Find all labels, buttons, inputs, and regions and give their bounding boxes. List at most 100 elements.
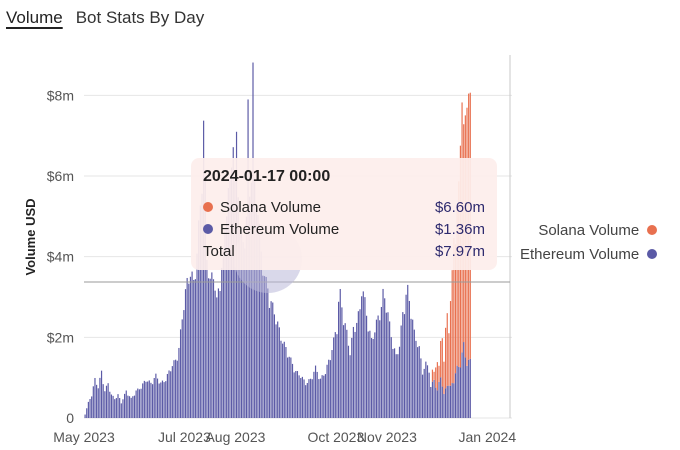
bar-ethereum[interactable] [382,288,384,418]
bar-ethereum[interactable] [234,178,236,418]
bar-solana[interactable] [445,327,447,389]
bar-ethereum[interactable] [405,294,407,418]
bar-ethereum[interactable] [403,314,406,418]
bar-ethereum[interactable] [207,278,210,418]
bar-ethereum[interactable] [127,395,129,418]
bar-solana[interactable] [441,338,443,387]
bar-solana[interactable] [435,367,437,388]
bar-ethereum[interactable] [347,345,350,418]
bar-ethereum[interactable] [189,276,192,418]
legend-item-ethereum[interactable]: Ethereum Volume [520,242,658,266]
bar-solana[interactable] [440,340,442,378]
bar-ethereum[interactable] [362,291,364,418]
bar-ethereum[interactable] [305,385,307,418]
bar-ethereum[interactable] [392,348,394,418]
bar-ethereum[interactable] [421,374,424,418]
bar-ethereum[interactable] [107,383,109,418]
bar-ethereum[interactable] [219,291,221,418]
bar-ethereum[interactable] [423,368,425,418]
bar-ethereum[interactable] [94,377,96,418]
bar-ethereum[interactable] [86,408,88,418]
bar-ethereum[interactable] [420,358,422,418]
bar-ethereum[interactable] [300,378,302,418]
bar-ethereum[interactable] [92,386,94,418]
bar-ethereum[interactable] [313,371,315,418]
bar-solana[interactable] [456,204,458,366]
bar-ethereum[interactable] [445,388,447,418]
bar-ethereum[interactable] [384,298,386,418]
bar-ethereum[interactable] [461,352,463,418]
bar-ethereum[interactable] [413,329,415,418]
bar-ethereum[interactable] [357,311,359,418]
bar-solana[interactable] [449,301,452,386]
bar-ethereum[interactable] [255,204,257,418]
bar-ethereum[interactable] [163,382,165,418]
bar-ethereum[interactable] [389,321,391,418]
bar-ethereum[interactable] [430,386,432,418]
bar-ethereum[interactable] [454,373,457,418]
bar-ethereum[interactable] [428,372,430,418]
bar-ethereum[interactable] [115,398,117,418]
bar-ethereum[interactable] [308,379,310,418]
bar-ethereum[interactable] [130,397,132,418]
bar-ethereum[interactable] [328,359,330,418]
bar-ethereum[interactable] [226,216,228,418]
bar-ethereum[interactable] [441,386,443,418]
bar-ethereum[interactable] [147,381,149,418]
bar-ethereum[interactable] [150,382,152,418]
bar-ethereum[interactable] [122,399,124,418]
bar-solana[interactable] [451,270,453,384]
bar-ethereum[interactable] [168,370,170,418]
bar-ethereum[interactable] [365,315,368,418]
bar-ethereum[interactable] [128,396,131,418]
bar-ethereum[interactable] [374,332,376,418]
bar-ethereum[interactable] [286,357,289,418]
bar-ethereum[interactable] [306,383,308,418]
bar-ethereum[interactable] [214,290,216,418]
bar-ethereum[interactable] [283,341,285,418]
bar-ethereum[interactable] [352,326,355,418]
bar-ethereum[interactable] [397,354,399,418]
bar-ethereum[interactable] [165,381,167,418]
bar-ethereum[interactable] [354,331,356,418]
bar-ethereum[interactable] [260,251,262,418]
bar-ethereum[interactable] [290,357,292,418]
bar-ethereum[interactable] [338,301,340,418]
bar-ethereum[interactable] [285,347,287,418]
bar-ethereum[interactable] [301,376,303,418]
bar-ethereum[interactable] [458,366,460,418]
bar-ethereum[interactable] [132,396,134,418]
bar-ethereum[interactable] [105,385,108,418]
bar-ethereum[interactable] [258,223,261,418]
bar-ethereum[interactable] [277,321,279,418]
bar-ethereum[interactable] [140,388,142,418]
bar-ethereum[interactable] [142,383,144,418]
bar-ethereum[interactable] [91,396,93,418]
bar-ethereum[interactable] [380,306,382,418]
bar-ethereum[interactable] [166,373,168,418]
bar-ethereum[interactable] [333,337,335,418]
bar-ethereum[interactable] [158,383,160,418]
bar-ethereum[interactable] [193,279,195,418]
bar-ethereum[interactable] [440,377,442,418]
bar-ethereum[interactable] [379,320,381,418]
bar-ethereum[interactable] [407,284,409,418]
bar-ethereum[interactable] [344,323,346,418]
bar-ethereum[interactable] [100,370,103,418]
bar-ethereum[interactable] [390,337,392,418]
legend-item-solana[interactable]: Solana Volume [520,218,658,242]
bar-ethereum[interactable] [237,197,239,418]
bar-ethereum[interactable] [211,272,213,418]
bar-ethereum[interactable] [469,358,471,418]
bar-ethereum[interactable] [456,365,458,418]
bar-ethereum[interactable] [206,259,208,418]
bar-ethereum[interactable] [453,383,455,418]
bar-ethereum[interactable] [275,324,277,418]
bar-ethereum[interactable] [433,379,435,418]
bar-ethereum[interactable] [265,276,267,418]
bar-ethereum[interactable] [364,297,366,418]
bar-ethereum[interactable] [451,383,453,418]
bar-ethereum[interactable] [209,278,211,418]
bar-ethereum[interactable] [291,363,294,418]
bar-ethereum[interactable] [171,366,173,418]
